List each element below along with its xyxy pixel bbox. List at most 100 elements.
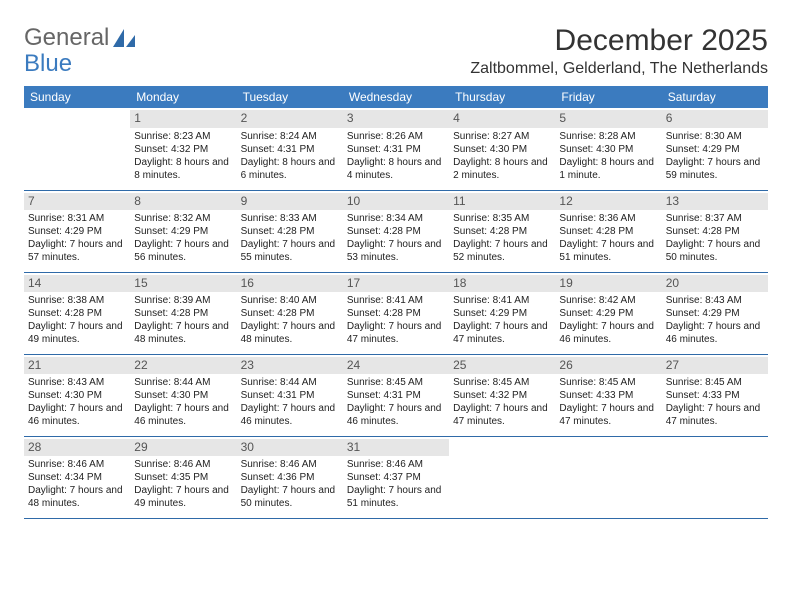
calendar-day-cell: 31Sunrise: 8:46 AMSunset: 4:37 PMDayligh… <box>343 436 449 518</box>
calendar-day-cell: 2Sunrise: 8:24 AMSunset: 4:31 PMDaylight… <box>237 108 343 190</box>
calendar-day-cell: 25Sunrise: 8:45 AMSunset: 4:32 PMDayligh… <box>449 354 555 436</box>
sunrise-line: Sunrise: 8:24 AM <box>241 130 339 143</box>
sunrise-line: Sunrise: 8:28 AM <box>559 130 657 143</box>
sunrise-line: Sunrise: 8:39 AM <box>134 294 232 307</box>
day-number: 13 <box>662 193 768 211</box>
daylight-line: Daylight: 7 hours and 47 minutes. <box>559 402 657 428</box>
daylight-line: Daylight: 7 hours and 49 minutes. <box>28 320 126 346</box>
sunset-line: Sunset: 4:29 PM <box>666 143 764 156</box>
sunrise-line: Sunrise: 8:41 AM <box>347 294 445 307</box>
day-number: 24 <box>343 357 449 375</box>
daylight-line: Daylight: 7 hours and 46 minutes. <box>241 402 339 428</box>
sunset-line: Sunset: 4:32 PM <box>134 143 232 156</box>
sunset-line: Sunset: 4:30 PM <box>28 389 126 402</box>
daylight-line: Daylight: 7 hours and 51 minutes. <box>559 238 657 264</box>
calendar-week-row: 14Sunrise: 8:38 AMSunset: 4:28 PMDayligh… <box>24 272 768 354</box>
sunrise-line: Sunrise: 8:30 AM <box>666 130 764 143</box>
sunrise-line: Sunrise: 8:45 AM <box>453 376 551 389</box>
calendar-week-row: 21Sunrise: 8:43 AMSunset: 4:30 PMDayligh… <box>24 354 768 436</box>
sunset-line: Sunset: 4:33 PM <box>666 389 764 402</box>
day-number: 10 <box>343 193 449 211</box>
sunrise-line: Sunrise: 8:38 AM <box>28 294 126 307</box>
daylight-line: Daylight: 8 hours and 6 minutes. <box>241 156 339 182</box>
sunrise-line: Sunrise: 8:27 AM <box>453 130 551 143</box>
sunrise-line: Sunrise: 8:34 AM <box>347 212 445 225</box>
calendar-table: SundayMondayTuesdayWednesdayThursdayFrid… <box>24 86 768 519</box>
day-number: 1 <box>130 110 236 128</box>
sunset-line: Sunset: 4:28 PM <box>347 307 445 320</box>
day-number: 31 <box>343 439 449 457</box>
day-number: 7 <box>24 193 130 211</box>
daylight-line: Daylight: 7 hours and 46 minutes. <box>28 402 126 428</box>
daylight-line: Daylight: 7 hours and 47 minutes. <box>666 402 764 428</box>
sunset-line: Sunset: 4:29 PM <box>134 225 232 238</box>
sunrise-line: Sunrise: 8:46 AM <box>347 458 445 471</box>
sunrise-line: Sunrise: 8:37 AM <box>666 212 764 225</box>
daylight-line: Daylight: 7 hours and 47 minutes. <box>347 320 445 346</box>
sunrise-line: Sunrise: 8:36 AM <box>559 212 657 225</box>
sunset-line: Sunset: 4:31 PM <box>347 389 445 402</box>
day-number: 5 <box>555 110 661 128</box>
sunset-line: Sunset: 4:33 PM <box>559 389 657 402</box>
calendar-day-cell: 15Sunrise: 8:39 AMSunset: 4:28 PMDayligh… <box>130 272 236 354</box>
sunrise-line: Sunrise: 8:33 AM <box>241 212 339 225</box>
sunset-line: Sunset: 4:28 PM <box>347 225 445 238</box>
brand-word-1: General <box>24 24 109 52</box>
day-number: 12 <box>555 193 661 211</box>
day-number: 19 <box>555 275 661 293</box>
daylight-line: Daylight: 8 hours and 1 minute. <box>559 156 657 182</box>
month-title: December 2025 <box>470 24 768 58</box>
daylight-line: Daylight: 7 hours and 53 minutes. <box>347 238 445 264</box>
sunrise-line: Sunrise: 8:23 AM <box>134 130 232 143</box>
daylight-line: Daylight: 7 hours and 57 minutes. <box>28 238 126 264</box>
calendar-day-cell: 29Sunrise: 8:46 AMSunset: 4:35 PMDayligh… <box>130 436 236 518</box>
calendar-day-cell: 10Sunrise: 8:34 AMSunset: 4:28 PMDayligh… <box>343 190 449 272</box>
day-number: 16 <box>237 275 343 293</box>
calendar-day-cell <box>662 436 768 518</box>
sunrise-line: Sunrise: 8:40 AM <box>241 294 339 307</box>
sunrise-line: Sunrise: 8:44 AM <box>241 376 339 389</box>
weekday-header: Thursday <box>449 86 555 108</box>
sunset-line: Sunset: 4:34 PM <box>28 471 126 484</box>
sunset-line: Sunset: 4:31 PM <box>241 389 339 402</box>
calendar-day-cell: 3Sunrise: 8:26 AMSunset: 4:31 PMDaylight… <box>343 108 449 190</box>
daylight-line: Daylight: 7 hours and 46 minutes. <box>134 402 232 428</box>
sunset-line: Sunset: 4:30 PM <box>134 389 232 402</box>
daylight-line: Daylight: 7 hours and 59 minutes. <box>666 156 764 182</box>
sunset-line: Sunset: 4:28 PM <box>28 307 126 320</box>
day-number: 17 <box>343 275 449 293</box>
sunset-line: Sunset: 4:30 PM <box>559 143 657 156</box>
calendar-day-cell <box>555 436 661 518</box>
sunset-line: Sunset: 4:28 PM <box>134 307 232 320</box>
daylight-line: Daylight: 8 hours and 4 minutes. <box>347 156 445 182</box>
day-number: 11 <box>449 193 555 211</box>
calendar-day-cell <box>449 436 555 518</box>
calendar-day-cell: 20Sunrise: 8:43 AMSunset: 4:29 PMDayligh… <box>662 272 768 354</box>
day-number: 6 <box>662 110 768 128</box>
daylight-line: Daylight: 8 hours and 2 minutes. <box>453 156 551 182</box>
sunset-line: Sunset: 4:29 PM <box>559 307 657 320</box>
brand-logo: General <box>24 24 137 52</box>
sunset-line: Sunset: 4:30 PM <box>453 143 551 156</box>
day-number: 4 <box>449 110 555 128</box>
calendar-body: 1 Sunrise: 8:23 AMSunset: 4:32 PM Daylight… <box>24 108 768 518</box>
calendar-day-cell: 26Sunrise: 8:45 AMSunset: 4:33 PMDayligh… <box>555 354 661 436</box>
calendar-day-cell: 1Sunrise: 8:23 AMSunset: 4:32 PMDaylight… <box>130 108 236 190</box>
sunrise-line: Sunrise: 8:44 AM <box>134 376 232 389</box>
day-number: 18 <box>449 275 555 293</box>
daylight-line: Daylight: 7 hours and 56 minutes. <box>134 238 232 264</box>
day-number: 20 <box>662 275 768 293</box>
location-subtitle: Zaltbommel, Gelderland, The Netherlands <box>470 60 768 78</box>
daylight-line: Daylight: 7 hours and 49 minutes. <box>134 484 232 510</box>
sail-icon <box>113 29 135 47</box>
daylight-line: Daylight: 7 hours and 55 minutes. <box>241 238 339 264</box>
calendar-day-cell: 30Sunrise: 8:46 AMSunset: 4:36 PMDayligh… <box>237 436 343 518</box>
weekday-header: Friday <box>555 86 661 108</box>
day-number: 26 <box>555 357 661 375</box>
sunset-line: Sunset: 4:35 PM <box>134 471 232 484</box>
weekday-header: Monday <box>130 86 236 108</box>
day-number: 27 <box>662 357 768 375</box>
daylight-line: Daylight: 7 hours and 47 minutes. <box>453 402 551 428</box>
sunrise-line: Sunrise: 8:45 AM <box>559 376 657 389</box>
calendar-day-cell: 17Sunrise: 8:41 AMSunset: 4:28 PMDayligh… <box>343 272 449 354</box>
